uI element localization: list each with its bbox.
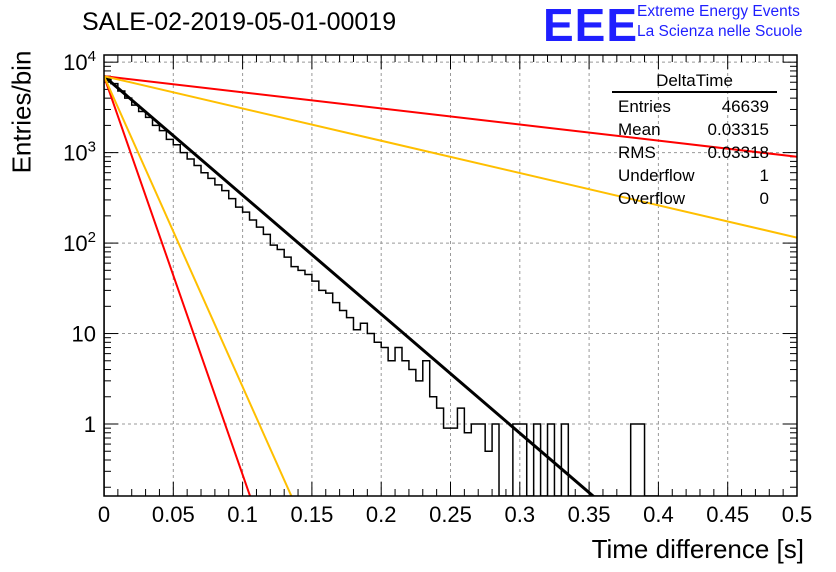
- x-tick-label: 0.5: [782, 502, 813, 527]
- x-tick-label: 0.15: [290, 502, 333, 527]
- stats-row: Overflow 0: [612, 187, 777, 210]
- stats-label: Overflow: [618, 189, 686, 208]
- stats-title: DeltaTime: [612, 70, 777, 93]
- plot-frame: [103, 54, 798, 497]
- stats-value: 0: [759, 189, 769, 208]
- y-tick-label: 103: [63, 139, 96, 166]
- stats-row: Entries 46639: [612, 95, 777, 118]
- x-tick-label: 0.45: [706, 502, 749, 527]
- series-line: [104, 75, 293, 496]
- stats-label: RMS: [618, 143, 656, 162]
- x-axis-label: Time difference [s]: [591, 534, 804, 564]
- stats-label: Underflow: [618, 166, 695, 185]
- chart-title: SALE-02-2019-05-01-00019: [82, 8, 397, 36]
- series-line: [104, 75, 596, 496]
- stats-label: Mean: [618, 120, 661, 139]
- y-tick-label: 102: [63, 229, 96, 256]
- x-tick-label: 0.3: [505, 502, 536, 527]
- plot-area: [104, 75, 797, 496]
- x-tick-label: 0.05: [152, 502, 195, 527]
- x-tick-label: 0.35: [568, 502, 611, 527]
- x-tick-label: 0.1: [227, 502, 258, 527]
- logo-line-1: Extreme Energy Events: [637, 3, 800, 20]
- y-tick-label: 10: [72, 322, 96, 347]
- logo-line-2: La Scienza nelle Scuole: [637, 23, 803, 40]
- eee-logo: EEE: [543, 0, 639, 51]
- y-axis-label: Entries/bin: [6, 50, 37, 174]
- stats-value: 0.03318: [707, 143, 769, 162]
- stats-value: 0.03315: [707, 120, 769, 139]
- stats-label: Entries: [618, 97, 671, 116]
- stats-row: Mean 0.03315: [612, 118, 777, 141]
- histogram-outline: [104, 78, 659, 496]
- x-tick-label: 0.4: [643, 502, 674, 527]
- series-line: [104, 75, 252, 496]
- stats-box: DeltaTime Entries 46639 Mean 0.03315 RMS…: [612, 70, 777, 210]
- series-line: [104, 75, 797, 158]
- series-line: [104, 75, 797, 239]
- x-tick-label: 0.25: [429, 502, 472, 527]
- stats-value: 46639: [721, 97, 769, 116]
- x-tick-label: 0.2: [366, 502, 397, 527]
- y-tick-label: 104: [63, 48, 96, 75]
- stats-row: RMS 0.03318: [612, 141, 777, 164]
- stats-row: Underflow 1: [612, 164, 777, 187]
- x-tick-label: 0: [98, 502, 110, 527]
- y-tick-label: 1: [84, 412, 96, 437]
- stats-value: 1: [759, 166, 769, 185]
